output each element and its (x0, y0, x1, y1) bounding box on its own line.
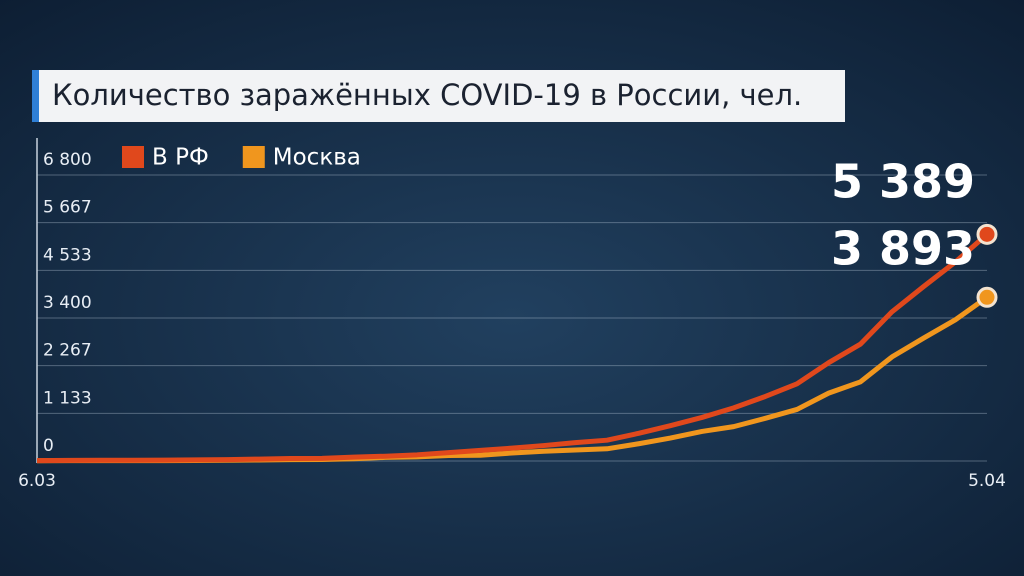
legend-label: Москва (273, 145, 361, 171)
y-tick-label: 2 267 (43, 341, 92, 361)
y-tick-label: 6 800 (43, 150, 92, 170)
x-tick-label: 5.04 (968, 471, 1006, 491)
y-tick-label: 5 667 (43, 198, 92, 218)
end-marker (976, 223, 998, 245)
y-tick-label: 1 133 (43, 388, 92, 408)
y-tick-label: 0 (43, 436, 54, 456)
y-tick-label: 4 533 (43, 245, 92, 265)
y-tick-label: 3 400 (43, 293, 92, 313)
chart-title: Количество заражённых COVID-19 в России,… (52, 78, 802, 112)
value-label: 5 389 (831, 155, 975, 209)
value-label: 3 893 (831, 222, 975, 276)
title-accent (32, 70, 39, 122)
title-box (32, 70, 845, 122)
x-tick-label: 6.03 (18, 471, 56, 491)
end-marker (976, 286, 998, 308)
legend-swatch (242, 146, 265, 168)
legend-swatch (122, 146, 144, 168)
legend-label: В РФ (152, 145, 209, 171)
series-line (36, 232, 989, 464)
legend: В РФ Москва (122, 145, 361, 171)
